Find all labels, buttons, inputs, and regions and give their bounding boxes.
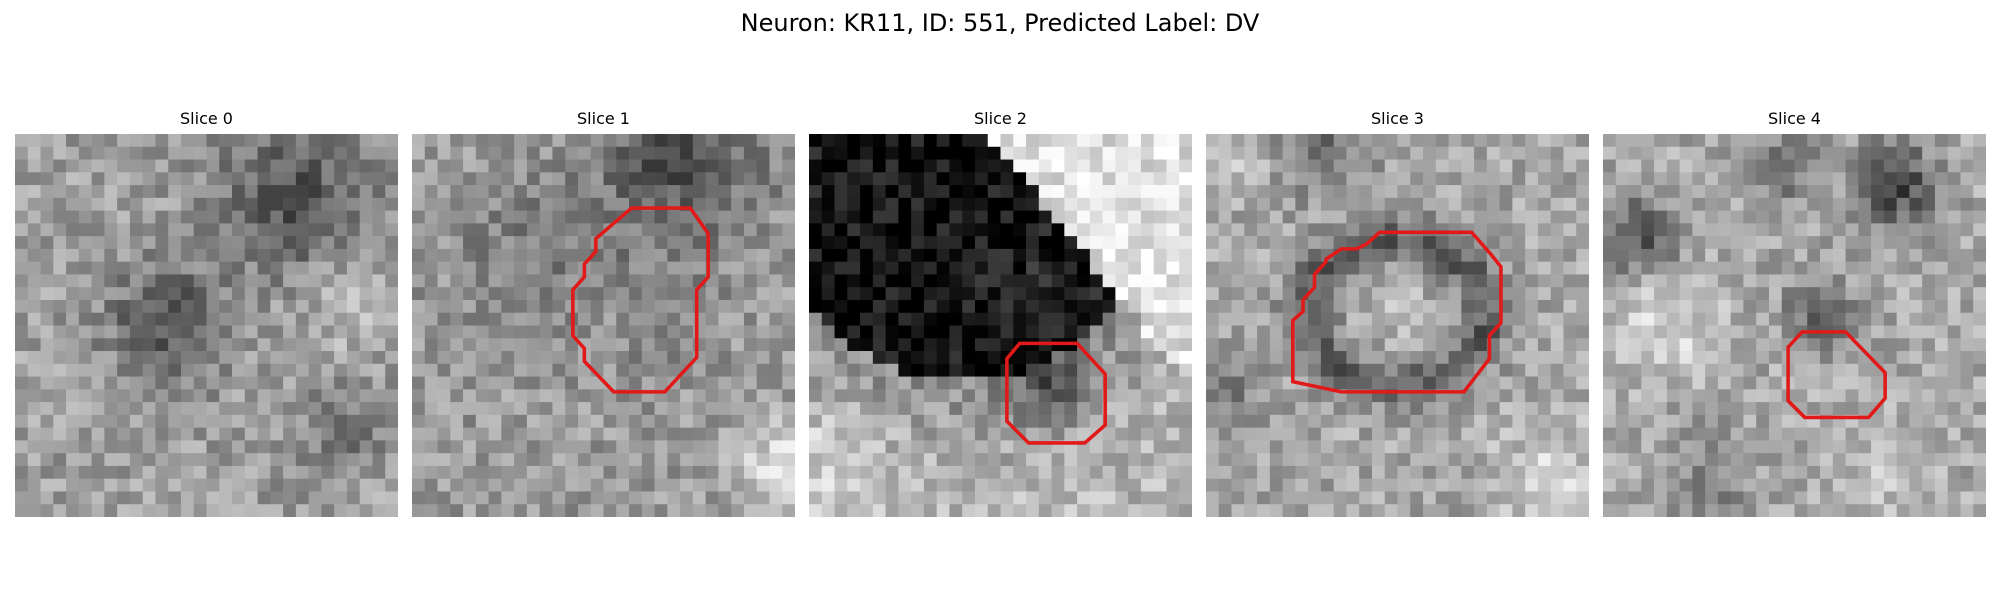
slice-title: Slice 3 — [1371, 109, 1424, 128]
pixel-grid — [15, 134, 398, 517]
pixel-grid — [809, 134, 1192, 517]
slice-image — [1206, 134, 1589, 517]
slice-image — [412, 134, 795, 517]
slice-image — [809, 134, 1192, 517]
roi-outline — [571, 206, 710, 394]
slice-title: Slice 0 — [180, 109, 233, 128]
pixel-grid — [1206, 134, 1589, 517]
figure-title: Neuron: KR11, ID: 551, Predicted Label: … — [740, 9, 1260, 37]
slice-title: Slice 2 — [974, 109, 1027, 128]
roi-outline — [1291, 230, 1503, 394]
roi-outline — [1005, 341, 1107, 445]
slice-title: Slice 4 — [1768, 109, 1821, 128]
slice-image — [15, 134, 398, 517]
roi-outline — [1786, 330, 1887, 420]
pixel-grid — [1603, 134, 1986, 517]
slice-image — [1603, 134, 1986, 517]
pixel-grid — [412, 134, 795, 517]
slice-title: Slice 1 — [577, 109, 630, 128]
